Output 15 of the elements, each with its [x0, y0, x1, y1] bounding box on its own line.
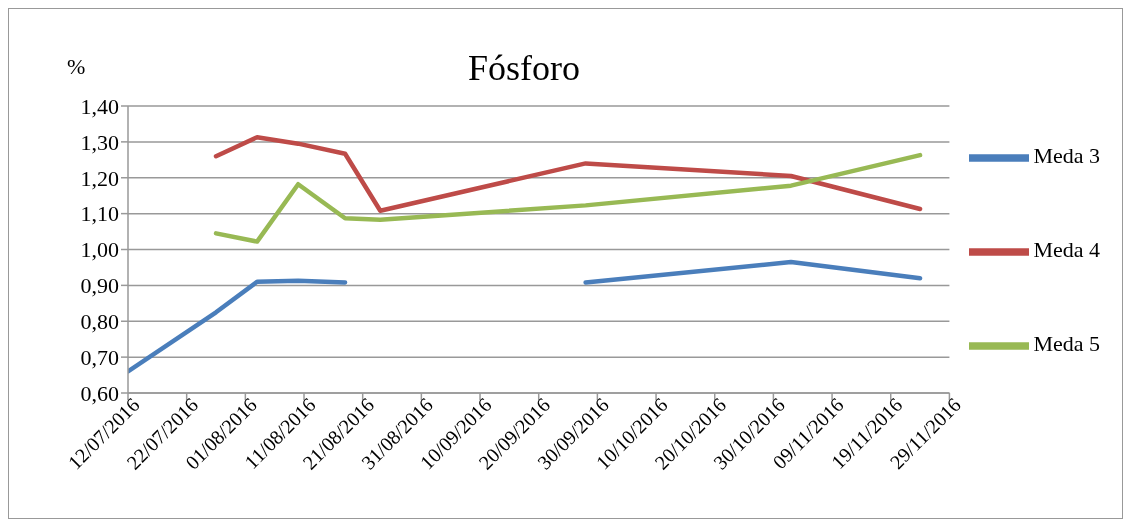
y-tick-label: 1,30: [80, 129, 119, 155]
legend-label: Meda 3: [1033, 143, 1100, 168]
legend-label: Meda 5: [1033, 331, 1100, 356]
legend-label: Meda 4: [1033, 237, 1100, 262]
y-axis-title: %: [67, 54, 86, 80]
y-tick-label: 1,40: [80, 93, 119, 119]
y-tick-label: 1,20: [80, 165, 119, 191]
y-tick-label: 0,80: [80, 309, 119, 335]
chart-title: Fósforo: [467, 48, 580, 88]
y-tick-label: 1,00: [80, 237, 119, 263]
y-tick-label: 1,10: [80, 201, 119, 227]
line-series: [213, 152, 923, 244]
y-tick-label: 0,70: [80, 344, 119, 370]
y-tick-label: 0,90: [80, 273, 119, 299]
line-series: [213, 134, 923, 214]
